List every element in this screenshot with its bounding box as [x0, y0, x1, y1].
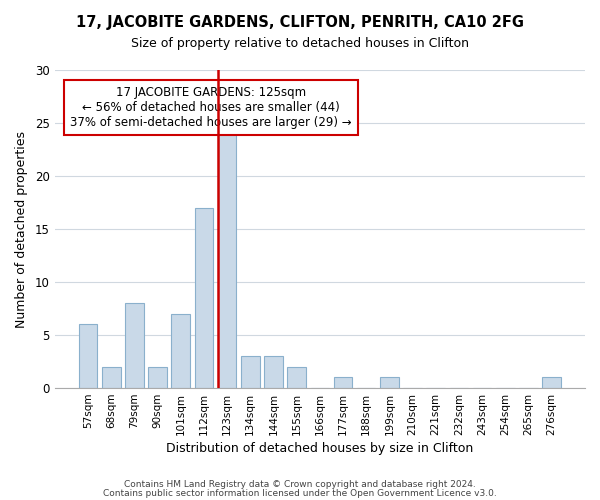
Text: Size of property relative to detached houses in Clifton: Size of property relative to detached ho…	[131, 38, 469, 51]
Bar	[102, 367, 121, 388]
Bar	[542, 378, 561, 388]
Bar	[79, 324, 97, 388]
Text: 17, JACOBITE GARDENS, CLIFTON, PENRITH, CA10 2FG: 17, JACOBITE GARDENS, CLIFTON, PENRITH, …	[76, 15, 524, 30]
Bar	[125, 304, 143, 388]
X-axis label: Distribution of detached houses by size in Clifton: Distribution of detached houses by size …	[166, 442, 473, 455]
Bar	[334, 378, 352, 388]
Bar	[287, 367, 306, 388]
Bar	[380, 378, 398, 388]
Y-axis label: Number of detached properties: Number of detached properties	[15, 130, 28, 328]
Text: 17 JACOBITE GARDENS: 125sqm
← 56% of detached houses are smaller (44)
37% of sem: 17 JACOBITE GARDENS: 125sqm ← 56% of det…	[70, 86, 352, 129]
Bar	[264, 356, 283, 388]
Bar	[172, 314, 190, 388]
Bar	[194, 208, 213, 388]
Bar	[241, 356, 260, 388]
Bar	[148, 367, 167, 388]
Bar	[218, 123, 236, 388]
Text: Contains HM Land Registry data © Crown copyright and database right 2024.: Contains HM Land Registry data © Crown c…	[124, 480, 476, 489]
Text: Contains public sector information licensed under the Open Government Licence v3: Contains public sector information licen…	[103, 489, 497, 498]
